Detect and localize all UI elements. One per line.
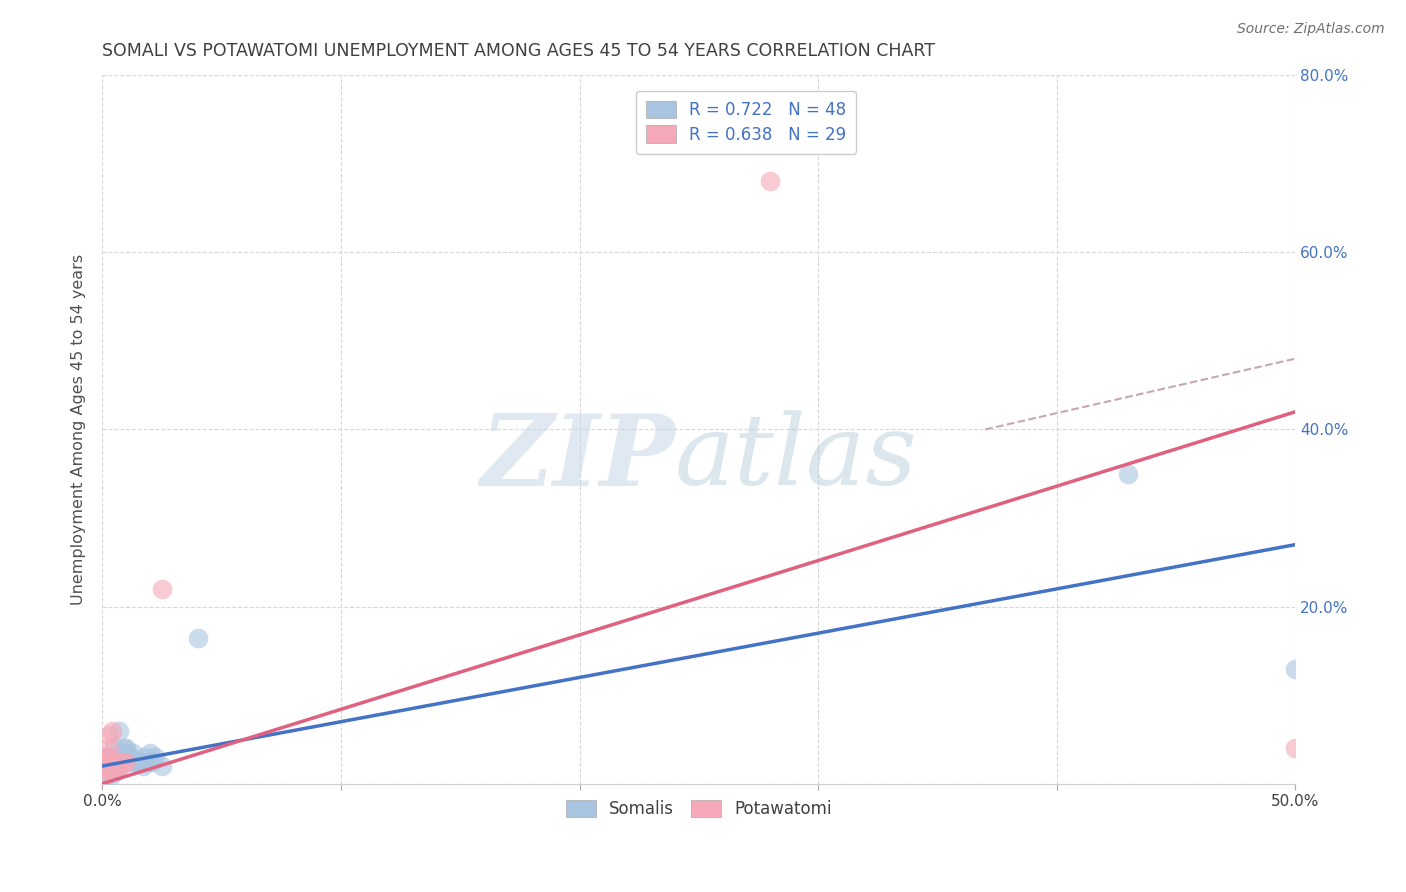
Point [759, 174, 782, 188]
Text: Source: ZipAtlas.com: Source: ZipAtlas.com [1237, 22, 1385, 37]
Point [1284, 662, 1306, 676]
Point [91, 768, 114, 782]
Point [115, 746, 138, 760]
Point [98, 750, 121, 764]
Point [98, 755, 121, 769]
Point [108, 750, 131, 764]
Point [98, 764, 121, 778]
Point [134, 750, 156, 764]
Point [91, 759, 114, 773]
Point [1118, 467, 1140, 481]
Point [96, 759, 118, 773]
Point [98, 755, 121, 769]
Point [96, 759, 118, 773]
Point [91, 755, 114, 769]
Point [108, 759, 131, 773]
Point [110, 750, 132, 764]
Point [112, 741, 135, 756]
Point [132, 759, 155, 773]
Point [115, 755, 138, 769]
Point [100, 755, 122, 769]
Y-axis label: Unemployment Among Ages 45 to 54 years: Unemployment Among Ages 45 to 54 years [72, 254, 86, 605]
Point [110, 755, 132, 769]
Point [103, 755, 125, 769]
Point [120, 755, 142, 769]
Point [91, 750, 114, 764]
Point [103, 750, 125, 764]
Point [108, 723, 131, 738]
Point [100, 768, 122, 782]
Text: ZIP: ZIP [479, 409, 675, 506]
Point [100, 759, 122, 773]
Point [105, 759, 128, 773]
Point [112, 755, 135, 769]
Point [141, 755, 163, 769]
Point [103, 759, 125, 773]
Point [100, 764, 122, 778]
Point [187, 631, 209, 645]
Point [93, 755, 115, 769]
Point [150, 759, 173, 773]
Legend: Somalis, Potawatomi: Somalis, Potawatomi [560, 794, 838, 825]
Point [105, 755, 128, 769]
Point [110, 759, 132, 773]
Point [115, 741, 138, 756]
Point [1284, 741, 1306, 756]
Text: SOMALI VS POTAWATOMI UNEMPLOYMENT AMONG AGES 45 TO 54 YEARS CORRELATION CHART: SOMALI VS POTAWATOMI UNEMPLOYMENT AMONG … [103, 42, 935, 60]
Point [96, 755, 118, 769]
Point [108, 759, 131, 773]
Point [136, 755, 159, 769]
Point [98, 759, 121, 773]
Point [129, 755, 152, 769]
Point [139, 746, 162, 760]
Point [98, 728, 121, 742]
Point [98, 741, 121, 756]
Point [100, 750, 122, 764]
Point [150, 582, 173, 596]
Point [91, 750, 114, 764]
Point [98, 750, 121, 764]
Point [127, 755, 149, 769]
Point [103, 759, 125, 773]
Point [117, 750, 139, 764]
Point [105, 750, 128, 764]
Point [105, 755, 128, 769]
Text: atlas: atlas [675, 410, 918, 506]
Point [100, 755, 122, 769]
Point [96, 750, 118, 764]
Point [96, 768, 118, 782]
Point [103, 741, 125, 756]
Point [103, 755, 125, 769]
Point [91, 759, 114, 773]
Point [100, 723, 122, 738]
Point [122, 746, 145, 760]
Point [112, 755, 135, 769]
Point [100, 759, 122, 773]
Point [108, 755, 131, 769]
Point [124, 755, 146, 769]
Point [105, 764, 128, 778]
Point [117, 755, 139, 769]
Point [143, 750, 166, 764]
Point [110, 746, 132, 760]
Point [120, 750, 142, 764]
Point [93, 759, 115, 773]
Point [115, 750, 138, 764]
